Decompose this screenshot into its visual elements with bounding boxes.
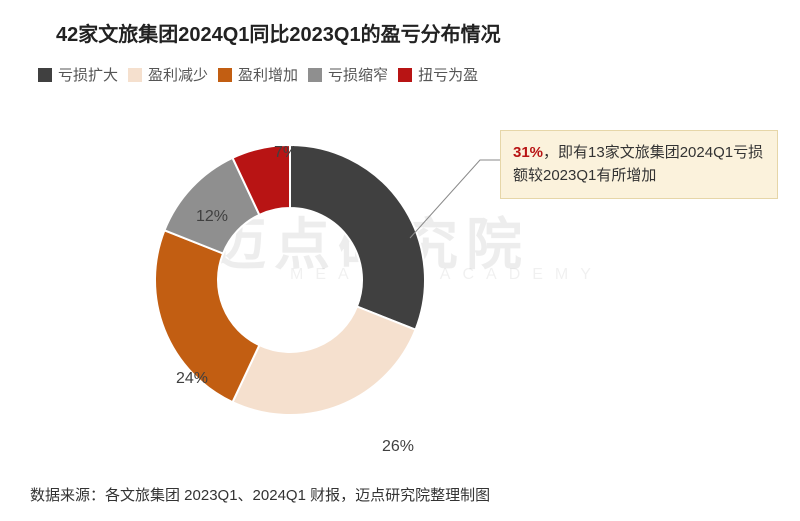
donut-chart: 26%24%12%7% <box>120 110 460 450</box>
legend-item: 扭亏为盈 <box>398 64 478 85</box>
donut-slice <box>233 307 416 415</box>
legend-label: 盈利增加 <box>238 64 298 85</box>
legend-label: 亏损缩窄 <box>328 64 388 85</box>
chart-title: 42家文旅集团2024Q1同比2023Q1的盈亏分布情况 <box>56 18 501 47</box>
legend-swatch <box>128 68 142 82</box>
legend-label: 扭亏为盈 <box>418 64 478 85</box>
legend-item: 盈利减少 <box>128 64 208 85</box>
legend-item: 亏损缩窄 <box>308 64 388 85</box>
legend-label: 亏损扩大 <box>58 64 118 85</box>
legend: 亏损扩大 盈利减少 盈利增加 亏损缩窄 扭亏为盈 <box>38 64 478 85</box>
slice-label: 26% <box>382 438 414 456</box>
slice-label: 7% <box>274 144 297 162</box>
donut-slice <box>290 145 425 330</box>
slice-label: 12% <box>196 208 228 226</box>
legend-swatch <box>218 68 232 82</box>
callout-box: 31%，即有13家文旅集团2024Q1亏损额较2023Q1有所增加 <box>500 130 778 199</box>
callout-text: ，即有13家文旅集团2024Q1亏损额较2023Q1有所增加 <box>513 144 763 184</box>
legend-item: 盈利增加 <box>218 64 298 85</box>
callout-percent: 31% <box>513 144 543 161</box>
legend-swatch <box>38 68 52 82</box>
legend-label: 盈利减少 <box>148 64 208 85</box>
legend-swatch <box>398 68 412 82</box>
data-source: 数据来源：各文旅集团 2023Q1、2024Q1 财报，迈点研究院整理制图 <box>30 484 490 505</box>
legend-item: 亏损扩大 <box>38 64 118 85</box>
legend-swatch <box>308 68 322 82</box>
slice-label: 24% <box>176 370 208 388</box>
